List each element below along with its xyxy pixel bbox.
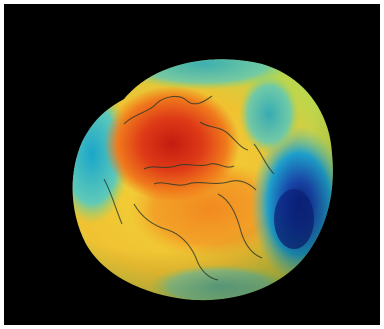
geoid-globe-icon [72,59,333,301]
black-backdrop [4,4,380,325]
